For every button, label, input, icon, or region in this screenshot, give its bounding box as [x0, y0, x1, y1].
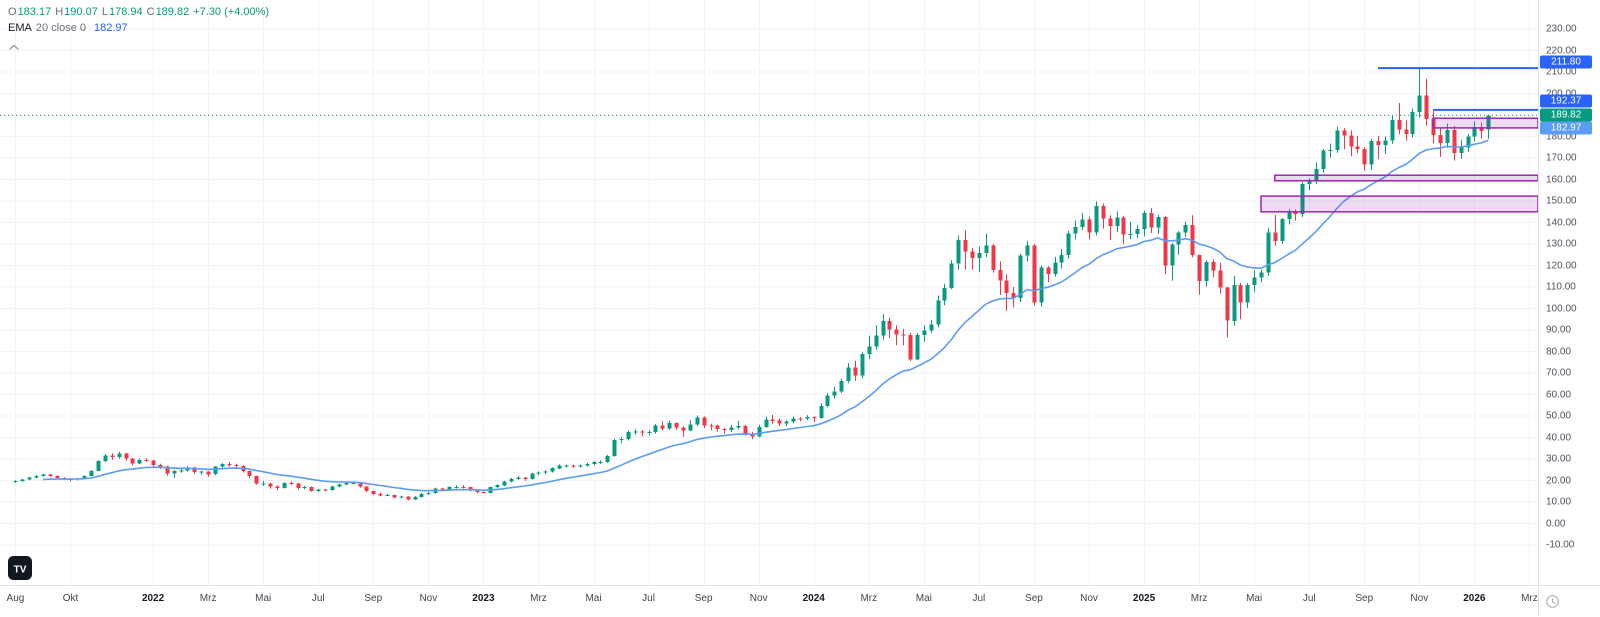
ohlc-row[interactable]: O 183.17 H 190.07 L 178.94 C 189.82 +7.3… [8, 6, 273, 22]
time-axis-year-label: 2024 [802, 593, 825, 604]
price-tag: 182.97 [1540, 121, 1592, 135]
time-axis-month-label: Mrz [1521, 593, 1538, 604]
price-axis-label: 180.00 [1546, 131, 1577, 142]
price-axis-label: 100.00 [1546, 303, 1577, 314]
time-axis[interactable]: Aug Okt 2022 Mrz Mai Jul Sep Nov 2023 Mrz Mai Jul Se… [0, 585, 1538, 617]
time-axis-month-label: Sep [364, 593, 383, 604]
collapse-legend-icon[interactable] [8, 38, 20, 56]
time-axis-month-label: Sep [1025, 593, 1043, 604]
low-value: 178.94 [108, 6, 143, 18]
time-axis-month-label: Mrz [530, 593, 547, 604]
time-axis-month-label: Jul [311, 593, 325, 604]
price-axis-label: 160.00 [1546, 174, 1577, 185]
indicator-value: 182.97 [94, 22, 128, 34]
time-axis-year-label: 2022 [141, 593, 165, 604]
close-value: 189.82 [155, 6, 190, 18]
axis-corner [1538, 585, 1600, 616]
time-axis-month-label: Mai [915, 593, 932, 604]
time-axis-year-label: 2025 [1132, 593, 1156, 604]
price-axis-label: 60.00 [1546, 389, 1572, 400]
open-value: 183.17 [17, 6, 52, 18]
time-axis-month-label: Nov [419, 593, 438, 604]
price-axis-label: 80.00 [1546, 346, 1572, 357]
tradingview-logo-text: TV [14, 565, 27, 576]
time-axis-month-label: Okt [62, 593, 79, 604]
high-value: 190.07 [64, 6, 98, 18]
time-axis-month-label: Nov [1410, 593, 1429, 604]
indicator-params: 20 close 0 [35, 22, 86, 34]
price-axis-label: 70.00 [1546, 367, 1572, 379]
price-axis-label: 130.00 [1546, 238, 1577, 250]
low-label: L [101, 6, 108, 18]
tradingview-logo[interactable]: TV [8, 556, 32, 585]
price-tag: 192.37 [1540, 94, 1592, 108]
chart-legend: O 183.17 H 190.07 L 178.94 C 189.82 +7.3… [8, 6, 273, 38]
candlestick-chart[interactable] [0, 0, 1538, 585]
time-axis-month-label: Aug [6, 593, 25, 604]
time-axis-month-label: Mrz [1190, 593, 1208, 604]
price-axis-label: 110.00 [1546, 281, 1576, 293]
time-axis-month-label: Jul [642, 593, 655, 604]
indicator-name: EMA [8, 22, 32, 34]
price-axis-label: 170.00 [1546, 152, 1577, 164]
time-axis-month-label: Mai [585, 593, 602, 604]
close-label: C [146, 6, 155, 18]
price-axis-label: 30.00 [1546, 453, 1572, 465]
price-tag: 189.82 [1540, 108, 1592, 122]
clock-icon[interactable] [1545, 594, 1560, 609]
time-axis-month-label: Mai [255, 593, 272, 604]
price-axis-label: 200.00 [1546, 88, 1577, 99]
price-axis-label: 150.00 [1546, 195, 1577, 207]
time-axis-month-label: Mai [1246, 593, 1263, 604]
price-axis-label: -10.00 [1546, 539, 1575, 551]
time-axis-month-label: Mrz [860, 593, 878, 604]
price-axis-label: 210.00 [1546, 66, 1577, 78]
price-axis-label: 40.00 [1546, 432, 1572, 443]
change-value: +7.30 (+4.00%) [193, 6, 270, 18]
price-axis-label: 220.00 [1546, 45, 1577, 56]
price-axis-label: 50.00 [1546, 410, 1572, 422]
price-axis-label: 140.00 [1546, 217, 1577, 228]
price-axis-label: 0.00 [1546, 518, 1566, 529]
price-axis-label: 120.00 [1546, 260, 1577, 271]
price-axis[interactable]: 230.00220.00210.00200.00190.00180.00170.… [1538, 0, 1600, 585]
price-axis-label: 10.00 [1546, 496, 1572, 508]
price-tag: 211.80 [1540, 55, 1592, 69]
time-axis-year-label: 2023 [472, 593, 495, 604]
time-axis-month-label: Jul [1302, 593, 1316, 604]
time-axis-month-label: Jul [972, 593, 986, 604]
time-axis-month-label: Sep [1355, 593, 1374, 604]
price-axis-label: 230.00 [1546, 23, 1577, 35]
time-axis-month-label: Sep [694, 593, 713, 604]
price-axis-label: 20.00 [1546, 475, 1572, 486]
time-axis-year-label: 2026 [1463, 593, 1486, 604]
time-axis-month-label: Nov [1080, 593, 1098, 604]
high-label: H [55, 6, 64, 18]
open-label: O [8, 6, 17, 18]
price-axis-label: 90.00 [1546, 324, 1572, 336]
time-axis-month-label: Mrz [199, 593, 217, 604]
time-axis-month-label: Nov [749, 593, 768, 604]
ema-indicator-row[interactable]: EMA 20 close 0 182.97 [8, 22, 273, 38]
